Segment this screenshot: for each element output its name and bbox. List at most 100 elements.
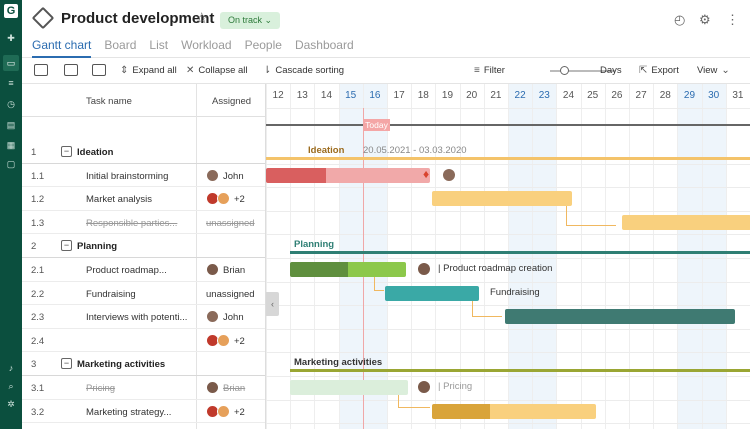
avatar[interactable]	[217, 333, 230, 347]
grid-icon[interactable]: ▦	[6, 139, 16, 150]
folder-icon[interactable]: ▭	[3, 55, 19, 71]
export-button[interactable]: ⇱ Export	[639, 65, 679, 76]
task-name[interactable]: Pricing	[86, 383, 116, 394]
task-row[interactable]: 1.2 Market analysis +2	[22, 187, 265, 211]
assignee-label[interactable]: unassigned	[206, 217, 255, 229]
row-divider	[266, 376, 750, 377]
avatar[interactable]	[418, 381, 430, 393]
more-icon[interactable]: ⋮	[726, 12, 739, 27]
assignee-label[interactable]: +2	[234, 194, 245, 206]
task-bar-roadmap[interactable]	[348, 262, 406, 277]
tree-icon[interactable]	[92, 64, 106, 76]
task-bar-marketing-strategy-done[interactable]	[432, 403, 490, 419]
task-name[interactable]: Initial brainstorming	[86, 170, 169, 182]
assignee-label[interactable]: +2	[234, 335, 245, 347]
history-icon[interactable]: ◴	[674, 12, 686, 27]
project-summary-bar[interactable]	[266, 124, 750, 126]
collapse-grid-handle[interactable]: ‹	[266, 292, 279, 316]
col-task-name[interactable]: Task name	[86, 96, 132, 107]
task-name[interactable]: Responsible parties...	[86, 217, 178, 229]
assignee-label[interactable]: unassigned	[206, 288, 255, 300]
collapse-toggle-icon[interactable]: −	[61, 240, 72, 252]
star-icon[interactable]: ☆	[195, 10, 209, 27]
col-assigned[interactable]: Assigned	[212, 96, 252, 107]
task-row[interactable]: 2.1 Product roadmap... Brian	[22, 258, 265, 282]
group-row[interactable]: 1 − Ideation	[22, 140, 265, 164]
tab-gantt-chart[interactable]: Gantt chart	[32, 38, 92, 58]
page-title: Product development	[61, 10, 215, 27]
task-bar-brainstorming[interactable]	[326, 167, 430, 183]
zoom-slider[interactable]	[550, 66, 615, 75]
tab-workload[interactable]: Workload	[181, 38, 232, 52]
expand-all-button[interactable]: ⇕ Expand all	[120, 65, 177, 76]
group-row[interactable]: 2 − Planning	[22, 234, 265, 258]
collapse-all-button[interactable]: ✕ Collapse all	[186, 65, 248, 76]
chat-icon[interactable]: ▢	[6, 158, 16, 169]
avatar[interactable]	[206, 168, 219, 182]
group-row[interactable]: 3 − Marketing activities	[22, 352, 265, 376]
task-bar-fundraising[interactable]	[385, 285, 479, 301]
avatar[interactable]	[206, 310, 219, 324]
task-bar-marketing-strategy[interactable]	[490, 403, 596, 419]
assignee-label[interactable]: +2	[234, 406, 245, 418]
avatar[interactable]	[217, 192, 230, 206]
task-bar-pricing[interactable]	[290, 380, 408, 395]
view-button[interactable]: View ⌄	[697, 65, 730, 76]
status-badge[interactable]: On track ⌄	[220, 12, 281, 29]
task-row[interactable]: 2.2 Fundraising unassigned	[22, 282, 265, 306]
task-name[interactable]: Market analysis	[86, 194, 152, 206]
assignee-label[interactable]: Brian	[223, 265, 246, 276]
task-bar-interviews[interactable]	[505, 309, 735, 325]
search-icon[interactable]: ⌕	[8, 380, 14, 391]
avatar[interactable]	[418, 263, 430, 275]
assignee-label[interactable]: John	[223, 170, 244, 182]
tab-board[interactable]: Board	[104, 38, 137, 52]
task-row[interactable]: 3.2 Marketing strategy... +2	[22, 400, 265, 424]
task-bar-market-analysis[interactable]	[432, 191, 572, 207]
task-name[interactable]: Interviews with potenti...	[86, 312, 188, 324]
grid-view-icon[interactable]	[34, 64, 48, 76]
calendar-icon[interactable]	[64, 64, 78, 76]
filter-button[interactable]: ≡ Filter	[474, 65, 505, 76]
cascade-sorting-button[interactable]: ⇂ Cascade sorting	[263, 65, 345, 76]
avatar[interactable]	[206, 263, 219, 276]
bell-icon[interactable]: ♪	[8, 363, 14, 373]
task-row[interactable]: 1.3 Responsible parties... unassigned	[22, 211, 265, 235]
day-label: 15	[345, 90, 357, 101]
collapse-toggle-icon[interactable]: −	[61, 146, 72, 157]
add-icon[interactable]: ✚	[7, 32, 15, 43]
marketing-group-bar[interactable]	[290, 369, 750, 373]
task-row[interactable]: 2.4 +2	[22, 329, 265, 353]
settings-icon[interactable]: ✲	[7, 398, 15, 409]
task-name[interactable]: Product roadmap...	[86, 265, 167, 276]
task-row[interactable]: 1.1 Initial brainstorming John	[22, 164, 265, 188]
avatar[interactable]	[217, 404, 230, 418]
task-bar-brainstorming-done[interactable]	[266, 167, 326, 183]
gear-icon[interactable]: ⚙	[699, 12, 711, 27]
task-name[interactable]: Fundraising	[86, 288, 136, 300]
day-column	[411, 84, 435, 429]
assignee-label[interactable]: Brian	[223, 383, 246, 394]
app-logo-icon[interactable]: G	[4, 4, 18, 18]
document-icon[interactable]: ▤	[6, 119, 16, 130]
zoom-slider-knob[interactable]	[560, 66, 569, 75]
task-name[interactable]: Planning	[77, 241, 118, 253]
task-row[interactable]: 2.3 Interviews with potenti... John	[22, 305, 265, 329]
task-bar-responsible-parties[interactable]	[622, 214, 750, 230]
avatar[interactable]	[206, 381, 219, 394]
clock-icon[interactable]: ◷	[7, 98, 15, 109]
collapse-toggle-icon[interactable]: −	[61, 358, 72, 370]
tab-dashboard[interactable]: Dashboard	[294, 38, 354, 52]
planning-group-bar[interactable]	[290, 251, 750, 255]
task-name[interactable]: Marketing activities	[77, 359, 166, 371]
tab-people[interactable]: People	[244, 38, 282, 52]
task-name[interactable]: Ideation	[77, 147, 114, 158]
assignee-label[interactable]: John	[223, 312, 244, 324]
tab-list[interactable]: List	[149, 38, 169, 52]
avatar[interactable]	[443, 168, 455, 181]
task-row[interactable]: 3.1 Pricing Brian	[22, 376, 265, 400]
ideation-group-bar[interactable]	[266, 157, 750, 160]
list-icon[interactable]: ≡	[8, 78, 14, 88]
task-bar-roadmap-done[interactable]	[290, 262, 348, 277]
task-name[interactable]: Marketing strategy...	[86, 406, 172, 418]
